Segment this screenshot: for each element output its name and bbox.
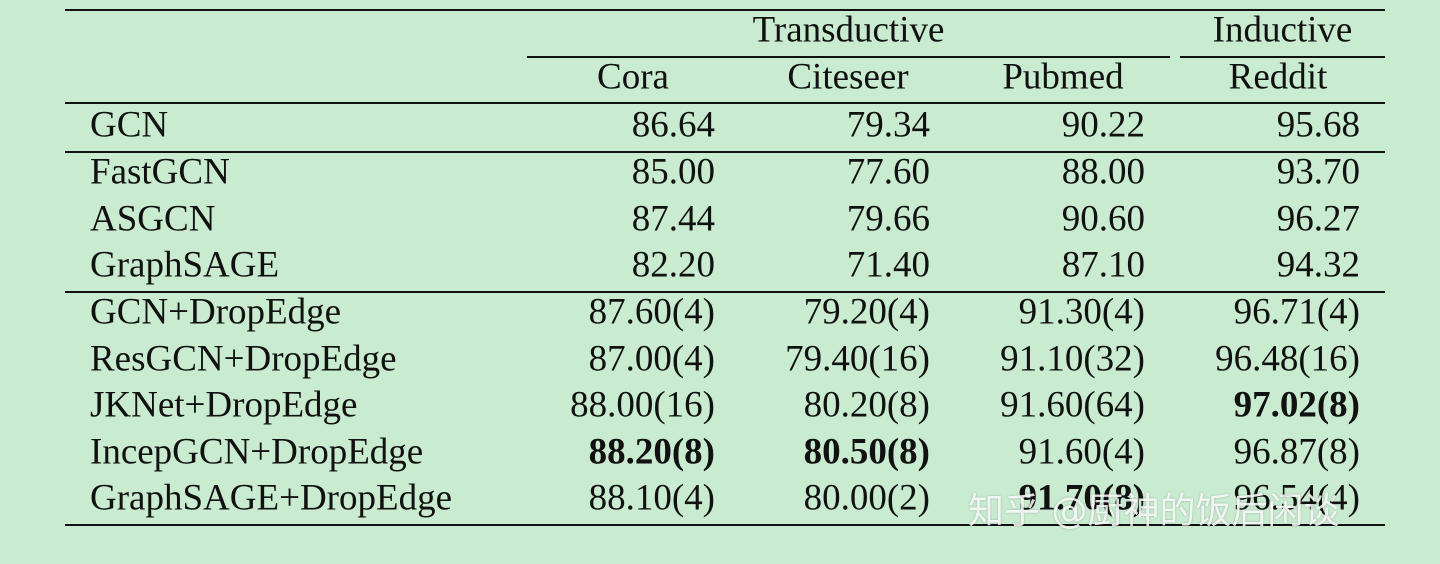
cell-value: 80.00(2): [803, 477, 930, 519]
column-header: Pubmed: [1002, 56, 1124, 98]
rule: [65, 291, 1385, 293]
cell-value: 80.50(8): [803, 431, 930, 473]
cell-value: 88.00: [1061, 151, 1145, 193]
watermark: 知乎 @厨神的饭后闲谈: [968, 491, 1340, 532]
cell-value: 80.20(8): [803, 384, 930, 426]
cell-value: 87.60(4): [588, 291, 715, 333]
cell-value: 87.00(4): [588, 338, 715, 380]
cell-value: 86.64: [631, 104, 715, 146]
method-label: ASGCN: [90, 198, 216, 240]
cell-value: 87.10: [1061, 244, 1145, 286]
method-label: GCN+DropEdge: [90, 291, 342, 333]
cell-value: 93.70: [1276, 151, 1360, 193]
group-header: Inductive: [1212, 9, 1353, 51]
method-label: GraphSAGE: [90, 244, 280, 286]
rule: [527, 56, 1170, 58]
cell-value: 95.68: [1276, 104, 1360, 146]
method-label: JKNet+DropEdge: [90, 384, 358, 426]
method-label: IncepGCN+DropEdge: [90, 431, 424, 473]
cell-value: 91.60(4): [1018, 431, 1145, 473]
cell-value: 91.10(32): [1000, 338, 1145, 380]
cell-value: 91.70(8): [1018, 477, 1145, 519]
cell-value: 96.87(8): [1233, 431, 1360, 473]
cell-value: 90.22: [1061, 104, 1145, 146]
cell-value: 96.48(16): [1215, 338, 1360, 380]
cell-value: 96.54(4): [1233, 477, 1360, 519]
group-header: Transductive: [752, 9, 945, 51]
cell-value: 91.60(64): [1000, 384, 1145, 426]
cell-value: 79.40(16): [785, 338, 930, 380]
cell-value: 82.20: [631, 244, 715, 286]
cell-value: 79.20(4): [803, 291, 930, 333]
cell-value: 88.10(4): [588, 477, 715, 519]
cell-value: 94.32: [1276, 244, 1360, 286]
method-label: FastGCN: [90, 151, 230, 193]
method-label: ResGCN+DropEdge: [90, 338, 397, 380]
cell-value: 97.02(8): [1233, 384, 1360, 426]
method-label: GCN: [90, 104, 169, 146]
column-header: Cora: [597, 56, 669, 98]
column-header: Citeseer: [787, 56, 909, 98]
column-header: Reddit: [1228, 56, 1328, 98]
method-label: GraphSAGE+DropEdge: [90, 477, 453, 519]
cell-value: 79.34: [846, 104, 930, 146]
rule: [1180, 56, 1385, 58]
rule: [65, 151, 1385, 153]
cell-value: 79.66: [846, 198, 930, 240]
cell-value: 90.60: [1061, 198, 1145, 240]
rule: [65, 524, 1385, 526]
cell-value: 71.40: [846, 244, 930, 286]
cell-value: 96.71(4): [1233, 291, 1360, 333]
cell-value: 88.00(16): [570, 384, 715, 426]
cell-value: 96.27: [1276, 198, 1360, 240]
cell-value: 87.44: [631, 198, 715, 240]
cell-value: 88.20(8): [588, 431, 715, 473]
cell-value: 77.60: [846, 151, 930, 193]
rule: [65, 9, 1385, 11]
rule: [65, 102, 1385, 104]
cell-value: 85.00: [631, 151, 715, 193]
cell-value: 91.30(4): [1018, 291, 1145, 333]
